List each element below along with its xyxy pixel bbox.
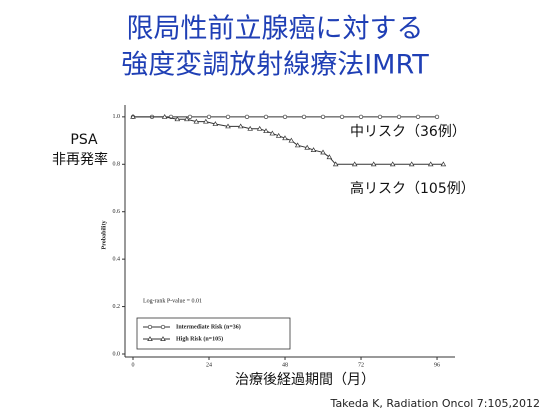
title: 強度変調放射線療法IMRT (121, 50, 429, 81)
legend-box (136, 317, 291, 350)
y-label: PSA (70, 132, 98, 148)
marker (351, 161, 358, 167)
y-label: 非再発率 (52, 151, 108, 168)
annotation: 高リスク（105例） (350, 180, 475, 197)
marker (320, 149, 326, 155)
citation: Takeda K, Radiation Oncol 7:105,2012 (330, 397, 540, 410)
marker (263, 114, 269, 120)
marker (434, 114, 440, 120)
marker (301, 114, 307, 120)
y-axis-title: Probability (101, 221, 107, 250)
x-tick-label: 96 (434, 362, 440, 368)
marker (225, 114, 231, 120)
marker (288, 137, 295, 143)
marker (294, 142, 301, 148)
series-line (133, 116, 444, 165)
marker (184, 116, 190, 122)
y-tick-label: 0.2 (113, 304, 121, 310)
marker (282, 114, 288, 120)
marker (256, 125, 263, 131)
marker (269, 130, 276, 136)
legend-marker (160, 324, 166, 330)
marker (187, 114, 193, 120)
annotation: 中リスク（36例） (350, 124, 466, 140)
legend-marker (147, 336, 153, 341)
annotation: Log-rank P-value = 0.01 (143, 298, 202, 304)
marker (275, 132, 282, 138)
y-tick-label: 0.8 (113, 162, 121, 168)
marker (212, 121, 219, 126)
x-tick-label: 72 (358, 362, 364, 368)
marker (332, 161, 339, 167)
marker (320, 114, 326, 120)
y-tick-label: 0.4 (113, 257, 121, 263)
marker (282, 135, 288, 141)
legend-label: Intermediate Risk (n=36) (176, 323, 241, 330)
marker (161, 113, 168, 119)
marker (415, 114, 421, 120)
y-tick-label: 0.0 (113, 351, 121, 357)
x-tick-label: 48 (282, 362, 288, 368)
title: 限局性前立腺癌に対する (127, 14, 424, 45)
marker (427, 161, 434, 167)
marker (310, 147, 317, 153)
y-tick-label: 0.6 (113, 209, 121, 215)
legend-marker (147, 324, 153, 330)
x-axis-title: 治療後経過期間（月） (235, 371, 375, 388)
x-tick-label: 24 (206, 362, 212, 368)
y-tick-label: 1.0 (113, 114, 121, 120)
marker (358, 114, 364, 120)
marker (339, 114, 345, 120)
marker (440, 161, 447, 167)
marker (244, 114, 250, 120)
marker (377, 114, 383, 120)
x-tick-label: 0 (132, 362, 135, 368)
marker (193, 118, 200, 124)
marker (174, 116, 181, 122)
marker (389, 161, 396, 167)
marker (396, 114, 402, 120)
marker (247, 125, 253, 131)
marker (408, 161, 415, 167)
marker (370, 161, 377, 167)
legend-marker (160, 336, 166, 341)
marker (304, 144, 310, 150)
marker (225, 123, 231, 129)
legend-label: High Risk (n=105) (176, 335, 223, 342)
marker (206, 114, 212, 120)
marker (326, 154, 333, 160)
marker (130, 113, 136, 119)
marker (203, 118, 209, 124)
marker (237, 123, 244, 129)
marker (263, 128, 269, 134)
